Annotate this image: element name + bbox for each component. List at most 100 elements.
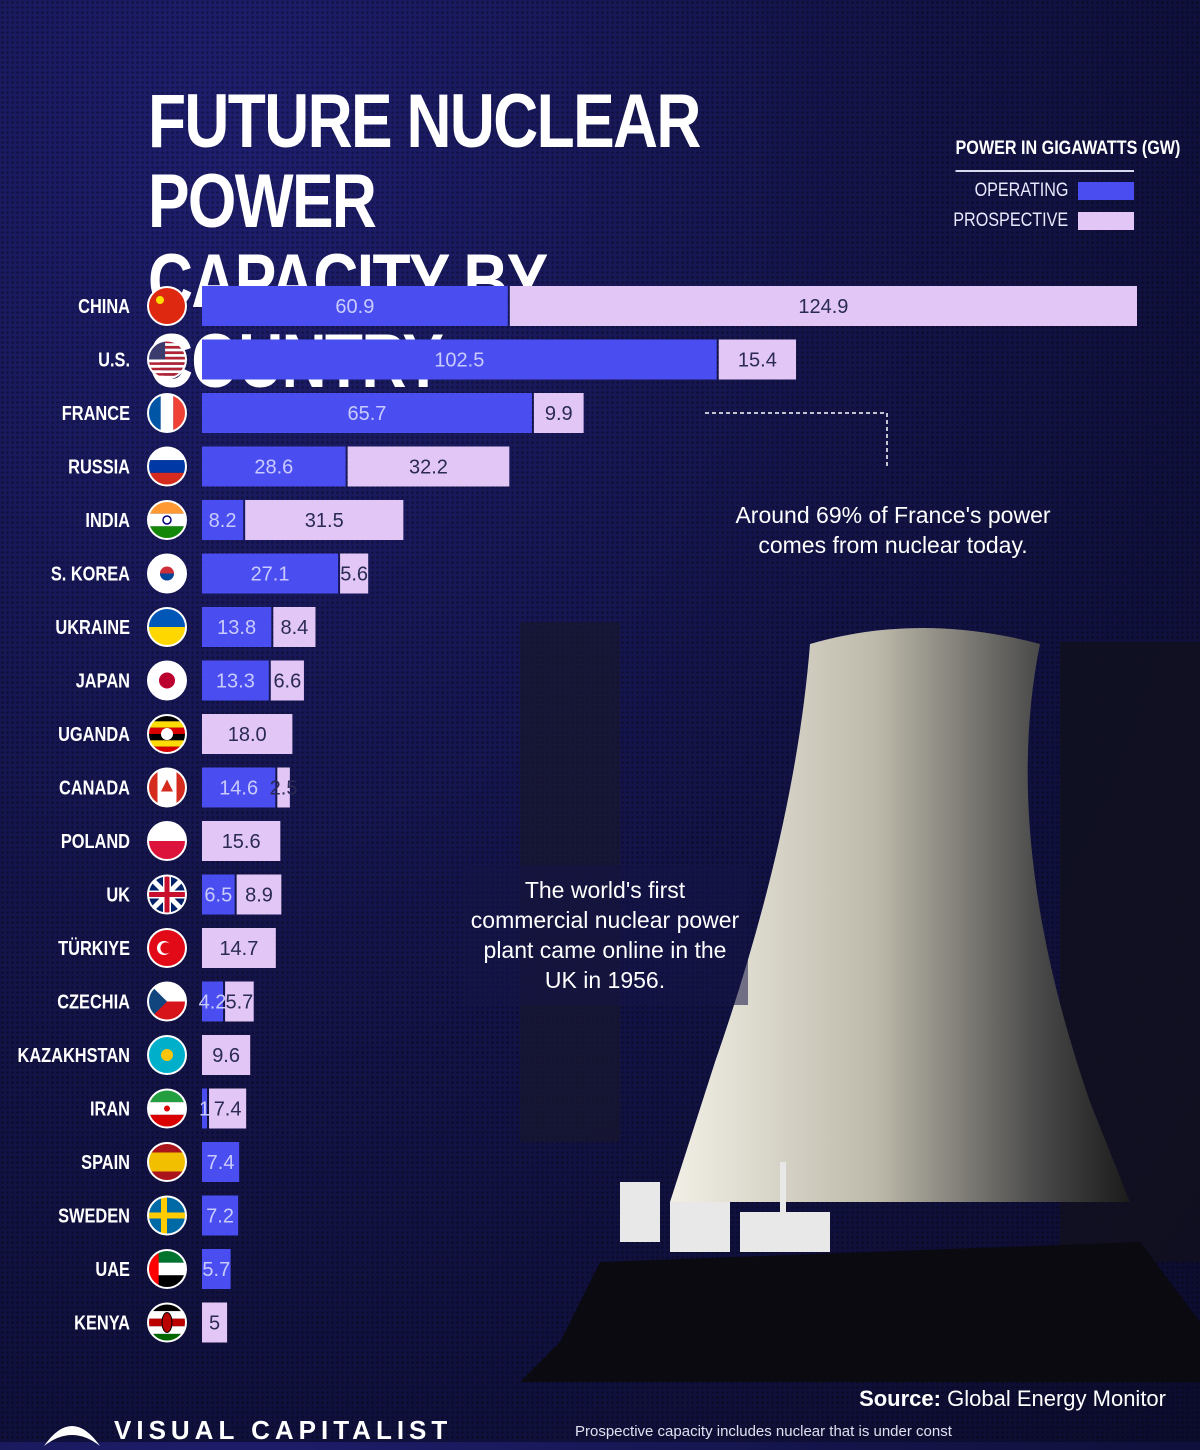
flag-part	[148, 460, 186, 473]
country-label: CZECHIA	[57, 990, 130, 1013]
flag-part	[148, 340, 186, 344]
source-label: Source:	[859, 1386, 941, 1411]
bar-prospective	[245, 500, 404, 540]
flag-part	[148, 1250, 159, 1288]
country-label: UGANDA	[58, 722, 130, 745]
flag-ring	[147, 500, 187, 540]
country-label: UKRAINE	[55, 615, 130, 638]
country-label: JAPAN	[76, 669, 130, 692]
flag-part	[148, 345, 186, 349]
bar-operating	[202, 981, 224, 1022]
bar-label-prospective: 9.6	[212, 1045, 240, 1067]
bar-label-prospective: 5.6	[340, 564, 368, 586]
annotation-uk: The world's first commercial nuclear pow…	[462, 865, 748, 1005]
flag-part	[148, 822, 186, 841]
flag-sun	[161, 1049, 173, 1061]
bar-label-operating: 1	[199, 1099, 210, 1121]
bar-label-prospective: 6.6	[273, 671, 301, 693]
bar-label-prospective: 5	[209, 1313, 220, 1335]
country-label: INDIA	[85, 508, 130, 531]
bar-operating	[202, 660, 269, 701]
bar-prospective	[270, 660, 304, 701]
bar-prospective	[209, 1088, 247, 1129]
flag-ring	[147, 981, 187, 1022]
uk-flag-icon	[148, 875, 186, 914]
legend: POWER IN GIGAWATTS (GW) OPERATING PROSPE…	[924, 138, 1180, 232]
bar-prospective	[340, 553, 369, 594]
chart-row: JAPAN 13.3 6.6	[76, 660, 304, 701]
chart-row: RUSSIA 28.6 32.2	[68, 446, 510, 487]
bar-label-prospective: 15.6	[222, 831, 261, 853]
flag-part	[148, 343, 186, 346]
bar-label-operating: 8.2	[209, 510, 237, 532]
bar-prospective	[509, 286, 1137, 326]
flag-crescent-cut	[160, 942, 172, 954]
flag-part	[148, 364, 186, 368]
title-line-1: FUTURE NUCLEAR POWER	[148, 79, 701, 244]
flag-part	[148, 513, 186, 527]
bar-operating	[202, 767, 276, 808]
flag-part	[148, 375, 186, 379]
flag-part	[148, 721, 186, 728]
country-label: UK	[106, 883, 130, 906]
uganda-flag-icon	[148, 715, 186, 753]
flag-ring	[147, 286, 187, 326]
bar-label-operating: 13.3	[216, 671, 255, 693]
flag-part	[176, 768, 186, 807]
flag-part	[148, 348, 186, 352]
chart-row: UAE 5.7	[95, 1249, 231, 1289]
bar-operating	[202, 446, 346, 487]
bar-prospective	[202, 1035, 251, 1075]
bar-prospective	[277, 767, 290, 808]
flag-part	[148, 627, 186, 646]
chart-row: INDIA 8.2 31.5	[85, 500, 404, 540]
legend-label-operating: OPERATING	[974, 180, 1068, 201]
bar-label-prospective: 124.9	[798, 296, 848, 318]
south-korea-flag-icon	[148, 554, 186, 593]
bar-prospective	[718, 339, 797, 380]
flag-part	[148, 356, 186, 360]
kenya-flag-icon	[148, 1303, 186, 1342]
bar-label-operating: 6.5	[204, 885, 232, 907]
chart-row: UGANDA 18.0	[58, 714, 293, 754]
chart-row: IRAN 1 7.4	[90, 1088, 247, 1129]
flag-part	[148, 351, 186, 355]
bar-label-prospective: 31.5	[305, 510, 344, 532]
source-text: Global Energy Monitor	[947, 1386, 1166, 1411]
flag-leaf	[161, 779, 173, 792]
flag-part	[148, 1152, 186, 1172]
legend-item-operating: OPERATING	[924, 180, 1134, 202]
footnote: Prospective capacity includes nuclear th…	[575, 1423, 952, 1440]
usa-flag-icon	[148, 340, 186, 379]
flag-ring	[147, 607, 187, 647]
bar-operating	[202, 553, 339, 594]
flag-ring	[147, 446, 187, 487]
czechia-flag-icon	[148, 982, 186, 1021]
country-label: KAZAKHSTAN	[17, 1043, 130, 1066]
bar-prospective	[273, 607, 316, 647]
bar-label-prospective: 5.7	[225, 992, 253, 1014]
flag-star	[156, 296, 164, 304]
bar-operating	[202, 1088, 208, 1129]
bar-operating	[202, 607, 272, 647]
kazakhstan-flag-icon	[148, 1036, 186, 1074]
ukraine-flag-icon	[148, 608, 186, 646]
flag-part	[148, 768, 158, 807]
chart-row: TÜRKIYE 14.7	[58, 928, 276, 968]
france-callout-line	[705, 412, 888, 468]
flag-part	[148, 841, 186, 860]
country-label: U.S.	[98, 348, 130, 371]
bar-prospective	[533, 393, 584, 433]
bar-prospective	[236, 874, 282, 915]
bar-label-prospective: 15.4	[738, 350, 777, 372]
brand: VISUAL CAPITALIST	[40, 1410, 452, 1450]
flag-ring	[147, 660, 187, 701]
flag-ring	[147, 1249, 187, 1289]
bar-label-prospective: 2.5	[270, 778, 298, 800]
legend-item-prospective: PROSPECTIVE	[924, 210, 1134, 232]
bar-prospective	[202, 1302, 228, 1343]
flag-ring	[147, 1195, 187, 1236]
flag-part	[148, 740, 186, 747]
flag-ring	[147, 1302, 187, 1343]
country-label: RUSSIA	[68, 455, 130, 478]
